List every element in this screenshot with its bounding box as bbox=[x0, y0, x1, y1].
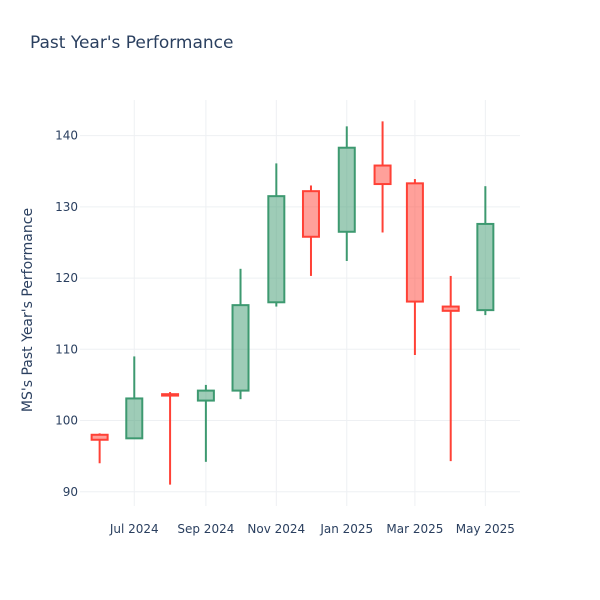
y-tick-label: 130 bbox=[55, 200, 78, 214]
candle-decreasing bbox=[301, 185, 320, 276]
x-tick-label: May 2025 bbox=[456, 522, 515, 536]
x-tick-label: Mar 2025 bbox=[386, 522, 443, 536]
y-tick-label: 110 bbox=[55, 342, 78, 356]
x-tick-label: Jan 2025 bbox=[319, 522, 373, 536]
candle-increasing bbox=[267, 163, 286, 307]
axis-layer: 90 100 110 120 130 140 Jul 2024 Sep 2024 Nov 202… bbox=[55, 129, 515, 536]
candle-body bbox=[337, 146, 356, 233]
candle-body bbox=[125, 397, 144, 440]
x-tick-label: Sep 2024 bbox=[177, 522, 234, 536]
y-tick-label: 140 bbox=[55, 129, 78, 143]
y-tick-label: 90 bbox=[63, 485, 78, 499]
grid-layer bbox=[80, 100, 520, 506]
candle-decreasing bbox=[405, 179, 424, 355]
candle-decreasing bbox=[161, 392, 180, 485]
candle-body bbox=[196, 389, 215, 402]
candle-decreasing bbox=[373, 121, 392, 233]
y-tick-label: 120 bbox=[55, 271, 78, 285]
candle-body bbox=[405, 182, 424, 303]
y-tick-label: 100 bbox=[55, 414, 78, 428]
x-tick-label: Nov 2024 bbox=[247, 522, 305, 536]
candle-body bbox=[267, 195, 286, 304]
candle-body bbox=[373, 164, 392, 186]
candle-increasing bbox=[476, 186, 495, 316]
candle-increasing bbox=[196, 384, 215, 462]
candle-increasing bbox=[337, 126, 356, 261]
candle-decreasing bbox=[441, 275, 460, 462]
candle-increasing bbox=[125, 356, 144, 440]
candle-decreasing bbox=[90, 433, 109, 464]
candle-increasing bbox=[231, 268, 250, 400]
candle-body bbox=[161, 393, 180, 397]
candle-body bbox=[441, 305, 460, 312]
candle-body bbox=[231, 304, 250, 392]
candle-body bbox=[90, 433, 109, 441]
candle-body bbox=[476, 222, 495, 312]
candle-layer bbox=[90, 121, 495, 485]
chart-title: Past Year's Performance bbox=[30, 33, 234, 53]
y-axis-title: MS's Past Year's Performance bbox=[20, 208, 36, 412]
candle-body bbox=[301, 190, 320, 238]
x-tick-label: Jul 2024 bbox=[109, 522, 159, 536]
